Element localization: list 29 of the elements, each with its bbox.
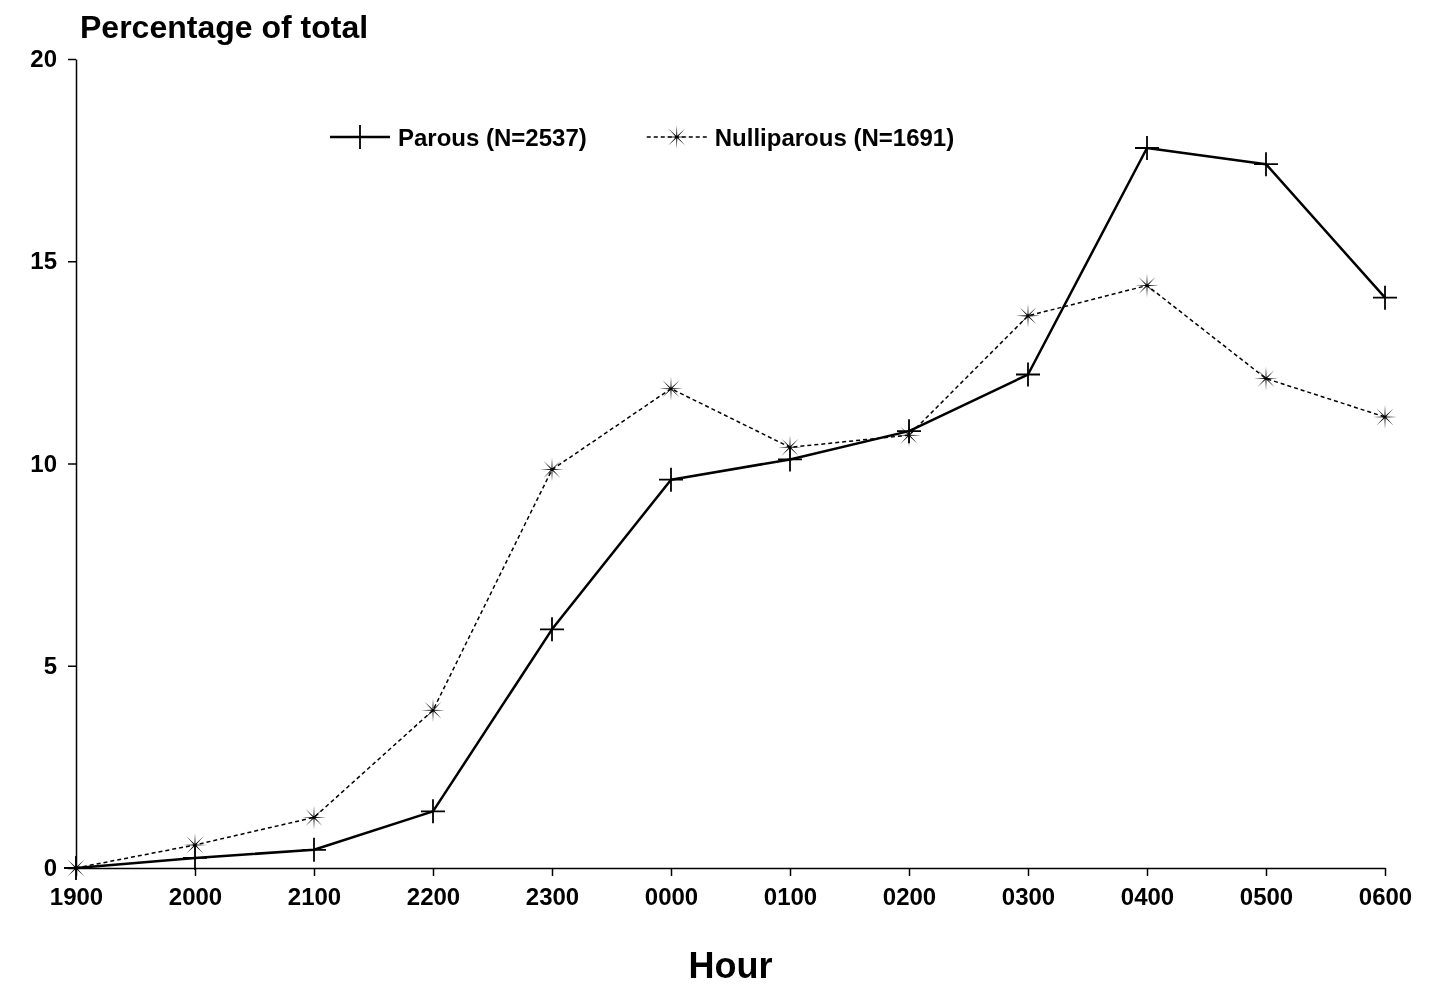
y-tick-label: 20 xyxy=(30,45,57,73)
x-tick-label: 2300 xyxy=(525,883,580,911)
y-tick-label: 0 xyxy=(43,854,57,882)
point xyxy=(421,799,445,824)
point xyxy=(1373,285,1397,310)
x-tick-label: 0300 xyxy=(1001,883,1056,911)
x-tick-label: 2200 xyxy=(406,883,461,911)
x-tick-label: 0200 xyxy=(882,883,937,911)
x-tick-label: 2000 xyxy=(168,883,223,911)
point xyxy=(183,845,207,870)
point xyxy=(302,837,326,862)
x-tick-label: 2100 xyxy=(287,883,342,911)
y-tick-label: 10 xyxy=(30,449,57,477)
point xyxy=(1135,135,1159,160)
y-axis-title: Percentage of total xyxy=(80,9,369,45)
x-tick-label: 0500 xyxy=(1239,883,1294,911)
point xyxy=(1254,152,1278,177)
x-tick-label: 0400 xyxy=(1120,883,1175,911)
x-tick-label: 0000 xyxy=(644,883,699,911)
x-axis-title: Hour xyxy=(688,945,773,986)
point xyxy=(659,467,683,492)
x-tick-label: 1900 xyxy=(49,883,104,911)
x-tick-label: 0600 xyxy=(1358,883,1413,911)
y-tick-label: 5 xyxy=(43,651,57,679)
legend-label: Parous (N=2537) xyxy=(398,124,587,151)
x-tick-label: 0100 xyxy=(763,883,818,911)
point xyxy=(540,617,564,642)
legend-label: Nulliparous (N=1691) xyxy=(714,124,955,151)
y-tick-label: 15 xyxy=(30,247,57,275)
